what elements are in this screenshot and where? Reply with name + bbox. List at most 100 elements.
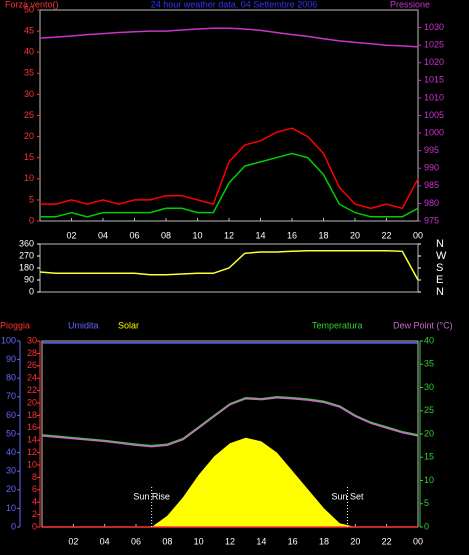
y-tick-label: 10 [6, 503, 16, 513]
y-tick-label: 980 [424, 198, 439, 208]
y-tick-label: 24 [27, 373, 37, 383]
y-tick-label: 20 [424, 428, 434, 438]
x-tick-label: 08 [162, 536, 172, 546]
x-tick-label: 18 [318, 230, 328, 240]
y-tick-label: 28 [27, 348, 37, 358]
y-tick-label: 45 [24, 25, 34, 35]
y-tick-label: 90 [24, 274, 34, 284]
y-tick-label: 0 [11, 521, 16, 531]
y-tick-label: 1030 [424, 22, 444, 32]
y-tick-label: 25 [424, 405, 434, 415]
legend-label: Dew Point (°C) [393, 320, 453, 330]
y-tick-label: 0 [424, 521, 429, 531]
y-tick-label: 985 [424, 180, 439, 190]
x-tick-label: 14 [256, 536, 266, 546]
y-tick-label: 1000 [424, 127, 444, 137]
y-tick-label: 60 [6, 410, 16, 420]
line [40, 127, 419, 210]
x-tick-label: 02 [68, 536, 78, 546]
y-tick-label: 1010 [424, 92, 444, 102]
y-tick-label: N [436, 286, 444, 298]
y-tick-label: 22 [27, 385, 37, 395]
y-tick-label: 180 [19, 262, 34, 272]
line [41, 396, 419, 448]
x-tick-label: 20 [350, 536, 360, 546]
y-tick-label: 40 [6, 447, 16, 457]
legend-label: Temperatura [312, 320, 363, 330]
line [39, 27, 419, 48]
y-tick-label: 30 [24, 89, 34, 99]
y-tick-label: 40 [24, 47, 34, 57]
y-tick-label: 6 [32, 484, 37, 494]
annotation: Sun Rise [133, 491, 170, 501]
y-tick-label: 8 [32, 472, 37, 482]
y-tick-label: 0 [29, 286, 34, 296]
y-tick-label: 26 [27, 360, 37, 370]
y-tick-label: 1025 [424, 40, 444, 50]
y-tick-label: 15 [24, 152, 34, 162]
y-tick-label: 30 [27, 335, 37, 345]
y-tick-label: 35 [424, 359, 434, 369]
y-tick-label: 50 [24, 4, 34, 14]
y-tick-label: N [436, 238, 444, 250]
legend-label: Umidita [68, 320, 99, 330]
y-tick-label: 15 [424, 452, 434, 462]
y-tick-label: 10 [424, 475, 434, 485]
y-tick-label: 5 [424, 498, 429, 508]
x-tick-label: 22 [382, 536, 392, 546]
y-tick-label: 360 [19, 238, 34, 248]
x-tick-label: 10 [194, 536, 204, 546]
y-tick-label: 50 [6, 428, 16, 438]
x-tick-label: 22 [381, 230, 391, 240]
x-tick-label: 04 [98, 230, 108, 240]
x-tick-label: 08 [161, 230, 171, 240]
x-tick-label: 00 [413, 536, 423, 546]
line [40, 152, 419, 218]
y-tick-label: 0 [32, 521, 37, 531]
x-tick-label: 12 [224, 230, 234, 240]
y-tick-label: 1020 [424, 57, 444, 67]
x-tick-label: 10 [192, 230, 202, 240]
y-tick-label: 12 [27, 447, 37, 457]
x-tick-label: 18 [319, 536, 329, 546]
y-tick-label: 30 [6, 466, 16, 476]
annotation: Sun Set [331, 491, 364, 501]
y-tick-label: 20 [27, 397, 37, 407]
y-tick-label: W [436, 250, 447, 262]
y-tick-label: 1005 [424, 110, 444, 120]
y-axis-label: Forza vento() [5, 0, 59, 9]
x-tick-label: 06 [129, 230, 139, 240]
x-tick-label: 02 [66, 230, 76, 240]
x-tick-label: 16 [288, 536, 298, 546]
y-tick-label: 25 [24, 110, 34, 120]
y-tick-label: 70 [6, 391, 16, 401]
x-tick-label: 14 [255, 230, 265, 240]
y-tick-label: 20 [6, 484, 16, 494]
y-tick-label: 0 [29, 215, 34, 225]
legend-label: Pioggia [0, 320, 30, 330]
y-tick-label: S [436, 262, 443, 274]
y-tick-label: 1015 [424, 75, 444, 85]
chart-title: 24 hour weather data, 04 Settembre 2006 [151, 0, 318, 9]
x-tick-label: 20 [350, 230, 360, 240]
y-tick-label: 80 [6, 373, 16, 383]
legend-label: Solar [118, 320, 139, 330]
x-tick-label: 16 [287, 230, 297, 240]
y-tick-label: 18 [27, 410, 37, 420]
y-tick-label: 40 [424, 335, 434, 345]
y-tick-label: 16 [27, 422, 37, 432]
x-tick-label: 06 [131, 536, 141, 546]
legend-label: Pressione [390, 0, 430, 9]
x-tick-label: 00 [413, 230, 423, 240]
y-tick-label: 90 [6, 354, 16, 364]
y-tick-label: 270 [19, 250, 34, 260]
y-tick-label: 20 [24, 131, 34, 141]
y-tick-label: 990 [424, 163, 439, 173]
y-tick-label: 975 [424, 215, 439, 225]
y-tick-label: 4 [32, 497, 37, 507]
y-tick-label: 35 [24, 68, 34, 78]
x-tick-label: 12 [225, 536, 235, 546]
y-tick-label: 10 [27, 459, 37, 469]
